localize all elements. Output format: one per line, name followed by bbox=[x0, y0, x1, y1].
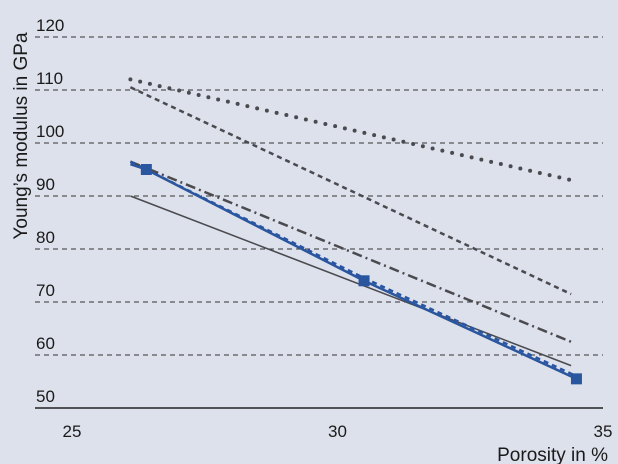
gridlines bbox=[35, 36, 603, 356]
y-tick-label-90: 90 bbox=[36, 175, 55, 194]
series-6-marker-2 bbox=[358, 275, 370, 287]
series-group bbox=[128, 77, 582, 385]
x-tick-label-30: 30 bbox=[328, 422, 347, 441]
x-tick-label-25: 25 bbox=[63, 422, 82, 441]
series-line-2 bbox=[129, 86, 572, 296]
series-line-3 bbox=[129, 160, 572, 343]
y-axis-label: Young’s modulus in GPa bbox=[11, 32, 32, 239]
y-tick-labels: 50 60 70 80 90 100 110 120 bbox=[36, 16, 64, 406]
y-tick-label-110: 110 bbox=[36, 69, 63, 88]
series-line-1 bbox=[128, 77, 574, 183]
series-line-6 bbox=[130, 163, 578, 381]
y-tick-label-60: 60 bbox=[36, 334, 55, 353]
series-line-5 bbox=[129, 160, 578, 378]
series-6-marker-1 bbox=[140, 164, 152, 175]
x-axis-label: Porosity in % bbox=[497, 445, 608, 464]
x-tick-label-35: 35 bbox=[594, 422, 613, 441]
y-tick-label-80: 80 bbox=[36, 228, 55, 247]
series-line-4 bbox=[130, 195, 572, 367]
y-tick-label-70: 70 bbox=[36, 281, 55, 300]
series-6-marker-3 bbox=[570, 373, 582, 385]
x-tick-labels: 25 30 35 bbox=[63, 422, 613, 441]
y-tick-label-100: 100 bbox=[36, 122, 64, 141]
y-tick-label-120: 120 bbox=[36, 16, 64, 35]
y-tick-label-50: 50 bbox=[36, 387, 55, 406]
